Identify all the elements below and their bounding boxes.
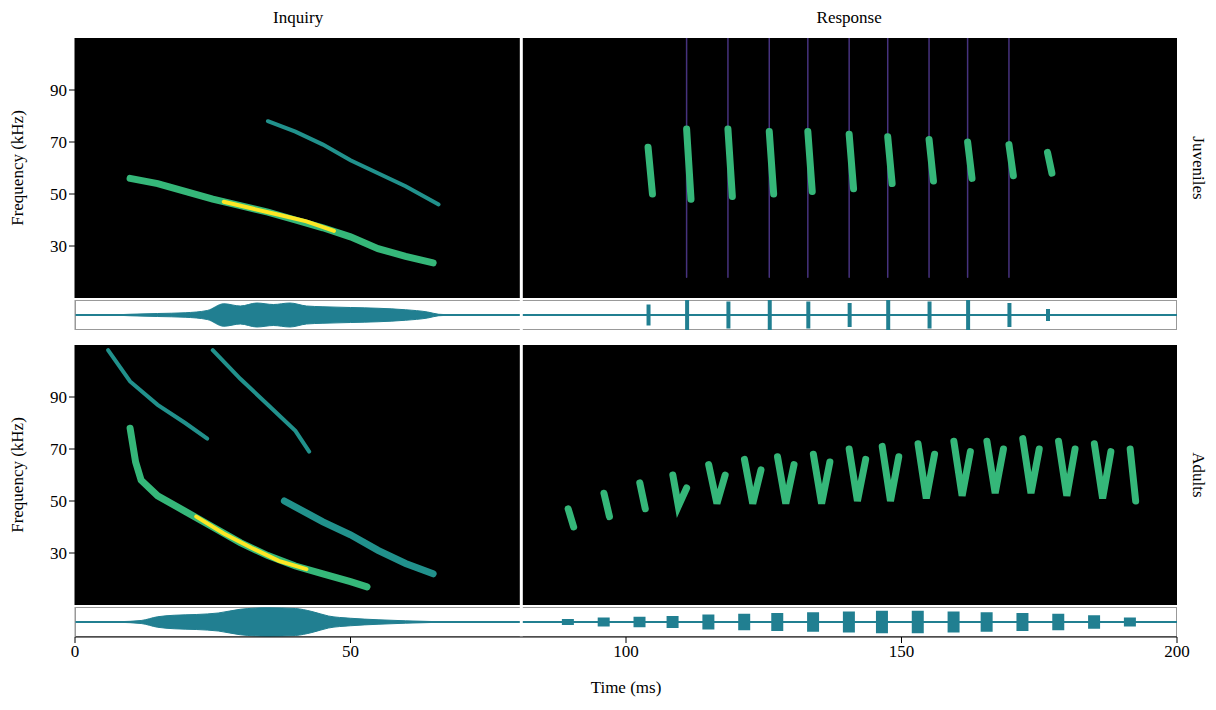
html-text:Frequency (kHz): Frequency (kHz) [8, 110, 27, 226]
html-text:Inquiry: Inquiry [273, 8, 324, 27]
html-text:Juveniles: Juveniles [1189, 136, 1208, 200]
svg-text:70: 70 [50, 133, 67, 152]
svg-text:200: 200 [1164, 642, 1190, 661]
html-text:Response: Response [816, 8, 882, 27]
svg-text:Time (ms): Time (ms) [591, 678, 662, 697]
html-text:Adults: Adults [1189, 452, 1208, 498]
svg-text:100: 100 [613, 642, 639, 661]
svg-text:90: 90 [50, 81, 67, 100]
svg-text:90: 90 [50, 388, 67, 407]
svg-text:30: 30 [50, 544, 67, 563]
svg-text:0: 0 [71, 642, 80, 661]
svg-text:50: 50 [50, 492, 67, 511]
svg-text:150: 150 [889, 642, 915, 661]
svg-text:70: 70 [50, 440, 67, 459]
svg-text:50: 50 [342, 642, 359, 661]
html-text:Frequency (kHz): Frequency (kHz) [8, 417, 27, 533]
svg-text:30: 30 [50, 237, 67, 256]
svg-text:50: 50 [50, 185, 67, 204]
